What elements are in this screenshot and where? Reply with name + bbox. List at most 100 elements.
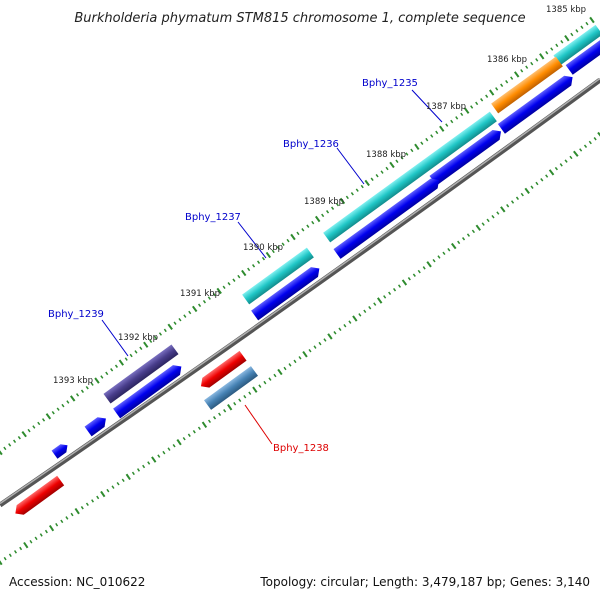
cds-forward-small-b (51, 444, 68, 459)
tick-mark-inner (111, 485, 115, 489)
tick-mark-outer (290, 233, 296, 241)
tick-mark-inner (288, 363, 292, 367)
tick-mark-inner (182, 436, 186, 441)
tick-mark-inner (60, 519, 64, 524)
tick-mark-inner (481, 222, 485, 226)
tick-label: 1389 kbp (304, 197, 344, 207)
tick-mark-inner (277, 368, 283, 376)
tick-mark-outer (222, 285, 226, 290)
tick-mark-inner (268, 377, 272, 381)
feature-track (15, 24, 600, 515)
tick-mark-outer (480, 98, 484, 102)
tick-mark-outer (306, 224, 310, 228)
tick-mark-outer (41, 418, 46, 422)
tick-mark-outer (470, 105, 474, 109)
tick-mark-outer (420, 141, 424, 145)
tick-mark-inner (162, 450, 166, 455)
tick-mark-outer (17, 435, 21, 440)
tick-mark-outer (212, 292, 216, 297)
tick-mark-inner (223, 409, 227, 413)
tick-mark-outer (510, 76, 514, 80)
tick-mark-inner (358, 313, 362, 317)
tick-mark-outer (545, 50, 549, 55)
tick-mark-inner (535, 181, 539, 186)
cds-forward-1390 (251, 267, 320, 321)
tick-mark-inner (263, 380, 267, 385)
tick-mark-outer (202, 299, 207, 304)
tick-mark-inner (471, 229, 475, 234)
leader-bphy-1237 (237, 221, 267, 259)
tick-mark-outer (435, 130, 439, 135)
tick-mark-outer (149, 339, 153, 343)
tick-mark-inner (85, 502, 89, 507)
tick-mark-inner (70, 512, 74, 517)
tick-mark-outer (410, 148, 414, 153)
tick-mark-inner (147, 461, 151, 465)
tick-mark-outer (580, 25, 584, 30)
tick-mark-outer (345, 195, 349, 200)
tick-label: 1388 kbp (366, 150, 406, 160)
tick-mark-outer (360, 184, 364, 189)
tick-mark-outer (105, 371, 109, 376)
leader-bphy-1238 (244, 404, 273, 445)
tick-label: 1392 kbp (118, 333, 158, 343)
tick-mark-outer (560, 40, 564, 44)
tick-mark-inner (352, 315, 358, 322)
tick-mark-inner (3, 556, 7, 561)
gene-label-bphy-1236[interactable]: Bphy_1236 (283, 139, 339, 150)
cds-forward-1388 (333, 178, 439, 259)
leader-lines (101, 89, 443, 445)
tick-mark-outer (158, 332, 163, 336)
tick-mark-inner (447, 247, 451, 252)
tick-mark-outer (500, 83, 504, 88)
tick-mark-inner (437, 255, 441, 259)
tick-mark-inner (131, 471, 135, 476)
tick-mark-inner (80, 505, 84, 510)
leader-bphy-1239 (101, 319, 129, 357)
tick-mark-inner (496, 211, 500, 215)
tick-mark-inner (462, 237, 466, 241)
cds-forward-1386 (497, 75, 573, 134)
feature-purple-bphy-1239 (103, 344, 179, 404)
tick-mark-outer (405, 152, 409, 156)
tick-mark-outer (564, 35, 570, 42)
tick-mark-outer (75, 393, 80, 397)
tick-mark-outer (139, 346, 143, 351)
tick-label: 1386 kbp (487, 55, 527, 65)
tick-mark-outer (513, 71, 520, 78)
tick-mark-outer (216, 287, 222, 295)
tick-mark-outer (488, 89, 495, 96)
tick-mark-inner (524, 187, 530, 194)
tick-mark-outer (370, 177, 374, 182)
tick-mark-inner (597, 131, 600, 137)
tick-mark-inner (39, 533, 43, 537)
tick-mark-inner (248, 391, 252, 395)
tick-mark-inner (65, 516, 69, 520)
tick-mark-outer (0, 450, 3, 456)
tick-mark-inner (212, 416, 217, 420)
tick-mark-outer (237, 274, 241, 279)
tick-mark-outer (439, 125, 445, 132)
gene-label-bphy-1237[interactable]: Bphy_1237 (185, 212, 241, 223)
tick-mark-outer (66, 400, 70, 404)
tick-mark-inner (308, 348, 312, 353)
tick-mark-outer (355, 188, 359, 192)
gene-label-bphy-1235[interactable]: Bphy_1235 (362, 78, 418, 89)
tick-mark-inner (273, 373, 277, 378)
tick-mark-outer (430, 134, 434, 138)
tick-mark-inner (302, 351, 308, 358)
tick-mark-outer (463, 107, 470, 114)
tick-mark-inner (96, 495, 100, 500)
gene-label-bphy-1238[interactable]: Bphy_1238 (273, 443, 329, 454)
tick-mark-outer (90, 382, 94, 386)
tick-mark-inner (23, 541, 29, 549)
tick-mark-outer (520, 69, 524, 73)
summary-text: Topology: circular; Length: 3,479,187 bp… (259, 575, 590, 589)
tick-mark-inner (34, 536, 38, 541)
gene-label-bphy-1239[interactable]: Bphy_1239 (48, 309, 104, 320)
cds-forward-1392 (113, 365, 182, 419)
tick-mark-outer (12, 439, 17, 444)
feature-steelblue-bphy-1238 (204, 366, 258, 410)
tick-mark-outer (45, 413, 52, 420)
tick-mark-inner (227, 404, 233, 411)
